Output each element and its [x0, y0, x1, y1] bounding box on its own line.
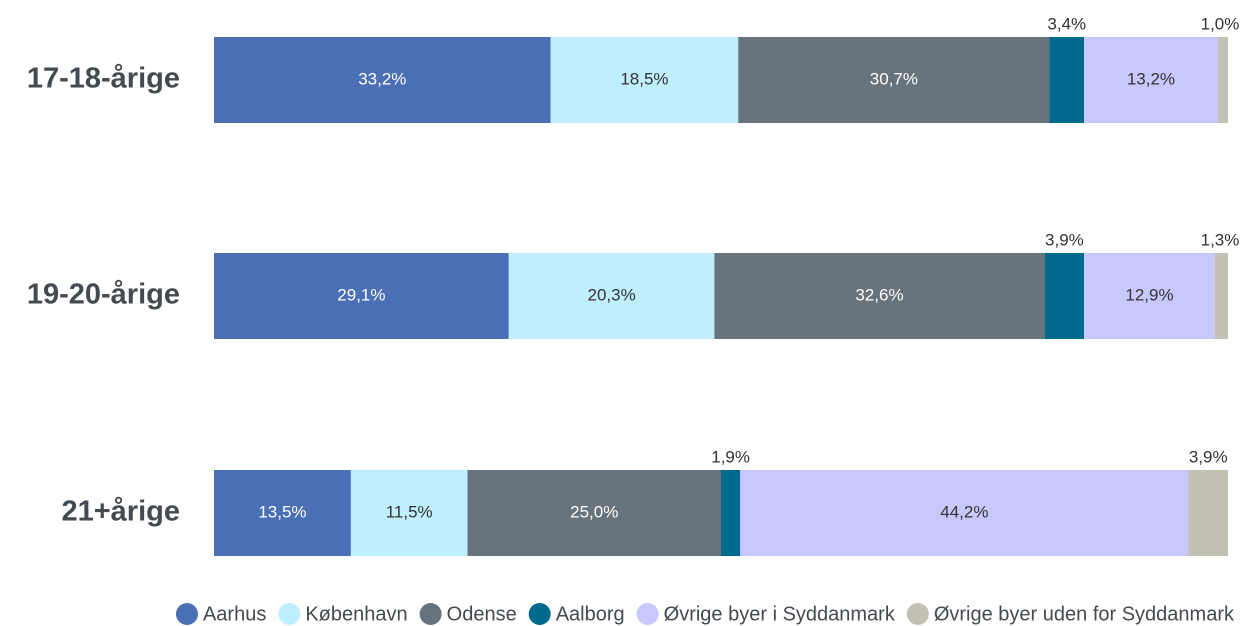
legend-label: Aarhus [203, 603, 266, 625]
value-label: 3,4% [1047, 14, 1086, 33]
value-label: 25,0% [570, 502, 618, 521]
legend-label: Øvrige byer uden for Syddanmark [934, 603, 1235, 625]
legend: Aarhus København Odense Aalborg Øvrige byer … [175, 603, 1235, 625]
category-label: 19-20-årige [27, 279, 180, 311]
legend-swatch [636, 603, 659, 625]
bar-segment [721, 470, 741, 556]
value-label: 12,9% [1125, 285, 1173, 304]
legend-label: København [305, 603, 407, 625]
category-label: 21+årige [61, 496, 180, 528]
bar-segment [467, 470, 721, 556]
legend-swatch [278, 603, 301, 625]
value-label: 33,2% [358, 69, 406, 88]
legend-swatch [906, 603, 929, 625]
bar-segment [550, 37, 739, 123]
bar-segment [1188, 470, 1228, 556]
legend-swatch [175, 603, 198, 625]
value-label: 1,9% [711, 447, 750, 466]
bar-segment [714, 253, 1045, 339]
bar-segment [1084, 37, 1218, 123]
value-label: 1,3% [1201, 230, 1240, 249]
value-label: 3,9% [1189, 447, 1228, 466]
bar-segment [214, 37, 551, 123]
bar-segment [738, 37, 1050, 123]
bar-segment [740, 470, 1189, 556]
value-label: 44,2% [940, 502, 988, 521]
value-label: 20,3% [587, 285, 635, 304]
value-label: 3,9% [1045, 230, 1084, 249]
value-label: 11,5% [386, 502, 433, 521]
bar-segment [1214, 253, 1228, 339]
bar-segment [508, 253, 715, 339]
value-label: 13,2% [1127, 69, 1175, 88]
legend-swatch [419, 603, 442, 625]
legend-label: Aalborg [556, 603, 625, 625]
legend-swatch [528, 603, 551, 625]
value-label: 30,7% [870, 69, 918, 88]
value-label: 13,5% [258, 502, 306, 521]
category-label: 17-18-årige [27, 63, 180, 95]
value-label: 29,1% [337, 285, 385, 304]
bar-segment [1084, 253, 1215, 339]
value-label: 1,0% [1201, 14, 1240, 33]
bar-segment [1044, 253, 1085, 339]
legend-label: Øvrige byer i Syddanmark [664, 603, 896, 625]
bar-segment [214, 470, 351, 556]
bar-segment [1217, 37, 1228, 123]
bar-segment [214, 253, 509, 339]
value-label: 32,6% [855, 285, 903, 304]
bar-segment [1049, 37, 1085, 123]
value-label: 18,5% [620, 69, 668, 88]
bar-segment [350, 470, 468, 556]
legend-label: Odense [447, 603, 517, 625]
